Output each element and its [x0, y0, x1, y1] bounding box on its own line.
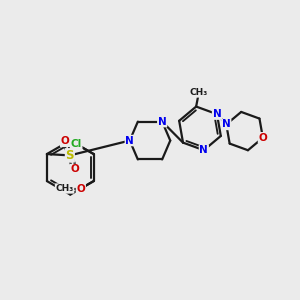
Text: O: O — [76, 184, 85, 194]
Text: N: N — [222, 119, 231, 129]
Text: O: O — [70, 164, 79, 175]
Text: O: O — [259, 133, 267, 143]
Text: N: N — [158, 117, 167, 127]
Text: S: S — [66, 149, 74, 162]
Text: N: N — [125, 136, 134, 146]
Text: O: O — [61, 136, 69, 146]
Text: Cl: Cl — [70, 139, 82, 149]
Text: CH₃: CH₃ — [56, 184, 74, 193]
Text: N: N — [213, 109, 221, 119]
Text: CH₃: CH₃ — [190, 88, 208, 97]
Text: N: N — [200, 145, 208, 155]
